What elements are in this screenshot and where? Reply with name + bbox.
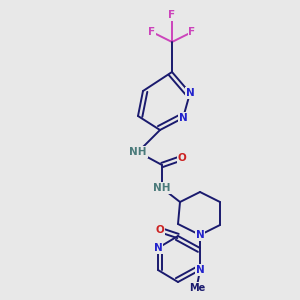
Text: N: N <box>186 88 194 98</box>
Text: N: N <box>154 243 162 253</box>
Text: N: N <box>196 230 204 240</box>
Text: O: O <box>156 225 164 235</box>
Text: F: F <box>168 10 175 20</box>
Text: F: F <box>188 27 196 37</box>
Text: F: F <box>148 27 156 37</box>
Text: NH: NH <box>153 183 171 193</box>
Text: Me: Me <box>189 283 205 293</box>
Text: O: O <box>178 153 186 163</box>
Text: NH: NH <box>129 147 147 157</box>
Text: N: N <box>178 113 188 123</box>
Text: N: N <box>196 265 204 275</box>
